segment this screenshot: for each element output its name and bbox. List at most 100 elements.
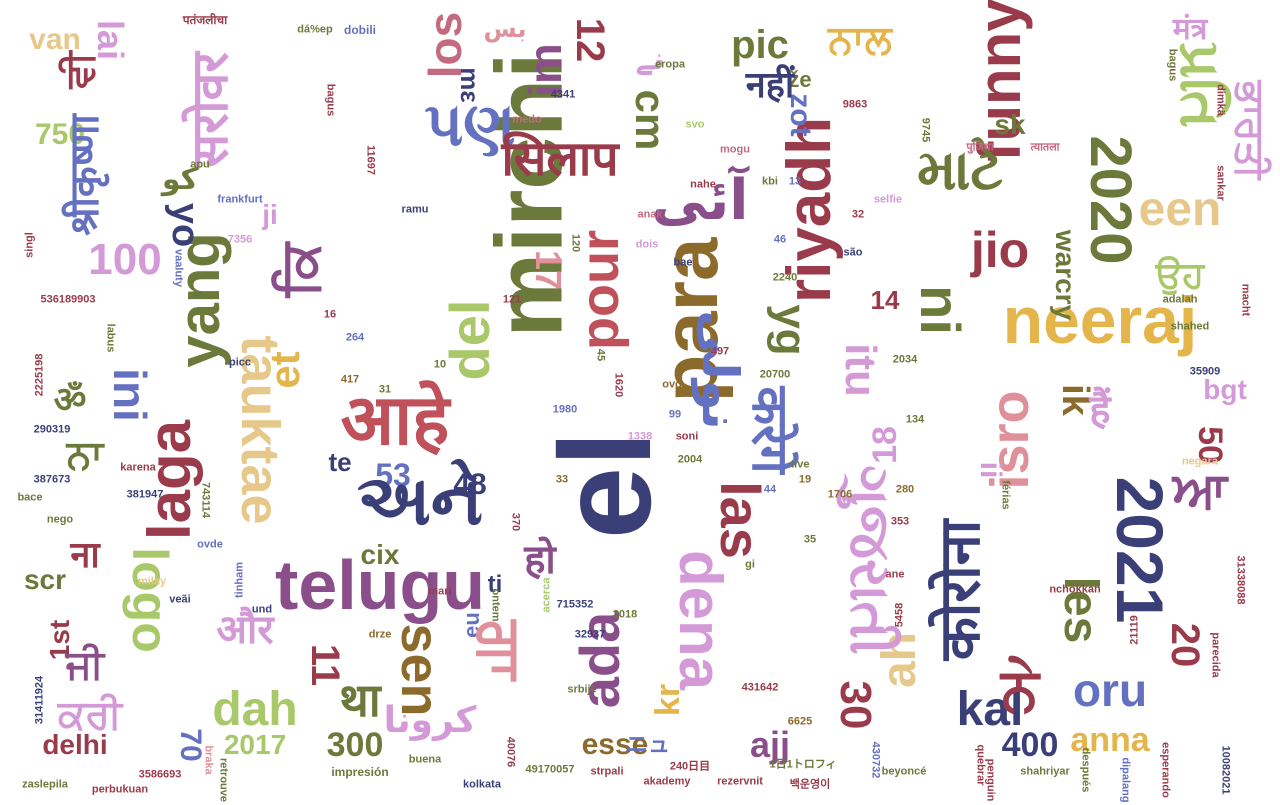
- cloud-word: 5458: [893, 602, 906, 628]
- cloud-word: zaslepila: [22, 778, 68, 791]
- cloud-word: कोरोना: [928, 519, 991, 661]
- cloud-word: akademy: [643, 775, 691, 788]
- cloud-word: dipalang: [1119, 757, 1132, 803]
- cloud-word: macht: [1239, 283, 1252, 317]
- cloud-word: ਗਾ: [467, 620, 534, 680]
- cloud-word: ane: [885, 568, 905, 581]
- cloud-word: 33: [555, 473, 569, 486]
- cloud-word: 44: [763, 483, 777, 496]
- cloud-word: ニュ: [625, 732, 671, 757]
- cloud-word: 400: [1001, 726, 1059, 764]
- cloud-word: 120: [569, 233, 582, 253]
- cloud-word: bagus: [324, 83, 337, 117]
- cloud-word: 백운영이: [789, 778, 831, 791]
- cloud-word: 18: [866, 426, 904, 464]
- cloud-word: 431642: [741, 681, 779, 694]
- cloud-word: ਨਾ: [66, 433, 104, 477]
- cloud-word: dobili: [344, 23, 376, 37]
- cloud-word: 45: [594, 348, 607, 362]
- cloud-word: 264: [345, 331, 365, 344]
- cloud-word: logo: [122, 547, 178, 653]
- cloud-word: delhi: [42, 729, 108, 760]
- cloud-word: सरोवर: [182, 52, 238, 168]
- cloud-word: 1日1トロフィ: [769, 758, 837, 771]
- cloud-word: आहे: [340, 381, 450, 459]
- cloud-word: et: [261, 351, 308, 389]
- cloud-word: tive: [790, 458, 810, 471]
- cloud-word: श्रीकृष्णा: [63, 114, 107, 236]
- cloud-word: svo: [685, 118, 705, 131]
- cloud-word: cix: [360, 539, 400, 570]
- cloud-word: 1706: [827, 488, 853, 501]
- cloud-word: 70: [174, 728, 207, 762]
- cloud-word: પણ: [424, 91, 516, 158]
- cloud-word: sk: [994, 109, 1026, 140]
- cloud-word: vaaluty: [172, 249, 185, 287]
- cloud-word: são: [843, 246, 863, 259]
- cloud-word: 2020: [1078, 135, 1143, 265]
- cloud-word: ini: [104, 368, 156, 422]
- cloud-word: 35909: [1189, 365, 1221, 378]
- cloud-word: esperando: [1159, 742, 1172, 798]
- cloud-word: neeraj: [1002, 283, 1198, 357]
- cloud-word: labus: [104, 323, 117, 353]
- cloud-word: kbi: [762, 175, 778, 188]
- cloud-word: picc: [228, 356, 252, 369]
- cloud-word: van: [29, 23, 81, 56]
- cloud-word: 49170057: [525, 763, 575, 776]
- cloud-word: 16: [323, 308, 337, 321]
- cloud-word: ॐ: [53, 379, 87, 420]
- cloud-word: ii: [974, 461, 1007, 479]
- cloud-word: 11697: [364, 145, 377, 175]
- cloud-word: telugu: [275, 546, 485, 624]
- cloud-word: ਉਹ: [1155, 254, 1205, 295]
- cloud-word: retrouve: [217, 757, 230, 803]
- cloud-word: selfie: [873, 193, 903, 206]
- cloud-word: 2004: [677, 453, 703, 466]
- cloud-word: bgt: [1203, 374, 1247, 405]
- cloud-word: laga: [136, 419, 203, 541]
- cloud-word: 715352: [556, 598, 594, 611]
- cloud-word: soni: [675, 430, 699, 443]
- cloud-word: perbukuan: [91, 783, 149, 796]
- cloud-word: 353: [890, 515, 910, 528]
- cloud-word: ਭਾਰਤੀ: [1228, 80, 1272, 180]
- cloud-word: 121: [502, 293, 522, 306]
- cloud-word: ni: [909, 285, 972, 335]
- cloud-word: anak: [637, 208, 663, 221]
- cloud-word: था: [339, 674, 381, 726]
- cloud-word: rezervnit: [717, 775, 763, 788]
- cloud-word: 2225198: [33, 353, 46, 397]
- cloud-word: singl: [23, 232, 36, 258]
- cloud-word: 2034: [892, 353, 918, 366]
- cloud-word: ਕਰੀ: [57, 693, 123, 737]
- cloud-word: mogu: [720, 143, 750, 156]
- cloud-word: 31411924: [33, 675, 46, 725]
- cloud-word: esse: [581, 728, 649, 761]
- cloud-word: ovo: [662, 378, 682, 391]
- cloud-word: 20700: [759, 368, 791, 381]
- cloud-word: 9863: [842, 98, 868, 111]
- cloud-word: ti: [487, 571, 503, 598]
- cloud-word: सिलाप: [501, 133, 619, 186]
- cloud-word: strpali: [590, 765, 624, 778]
- cloud-word: 30: [831, 680, 880, 730]
- cloud-word: een: [1138, 183, 1222, 236]
- cloud-word: نے: [635, 43, 665, 76]
- cloud-word: oru: [1072, 664, 1148, 716]
- cloud-word: 10: [433, 358, 447, 371]
- cloud-word: 40076: [504, 736, 517, 768]
- cloud-word: 430732: [869, 741, 882, 779]
- cloud-word: ji: [262, 199, 278, 230]
- cloud-word: und: [251, 603, 273, 616]
- cloud-word: नहीं: [745, 64, 795, 105]
- cloud-word: cm: [627, 89, 674, 151]
- cloud-word: 12: [568, 17, 612, 63]
- cloud-word: 53: [375, 457, 411, 493]
- cloud-word: त्यातला: [1030, 141, 1060, 154]
- cloud-word: sankar: [1214, 165, 1227, 201]
- cloud-word: kr: [649, 683, 687, 717]
- cloud-word: negara: [1181, 455, 1219, 468]
- cloud-word: bagus: [1166, 48, 1179, 82]
